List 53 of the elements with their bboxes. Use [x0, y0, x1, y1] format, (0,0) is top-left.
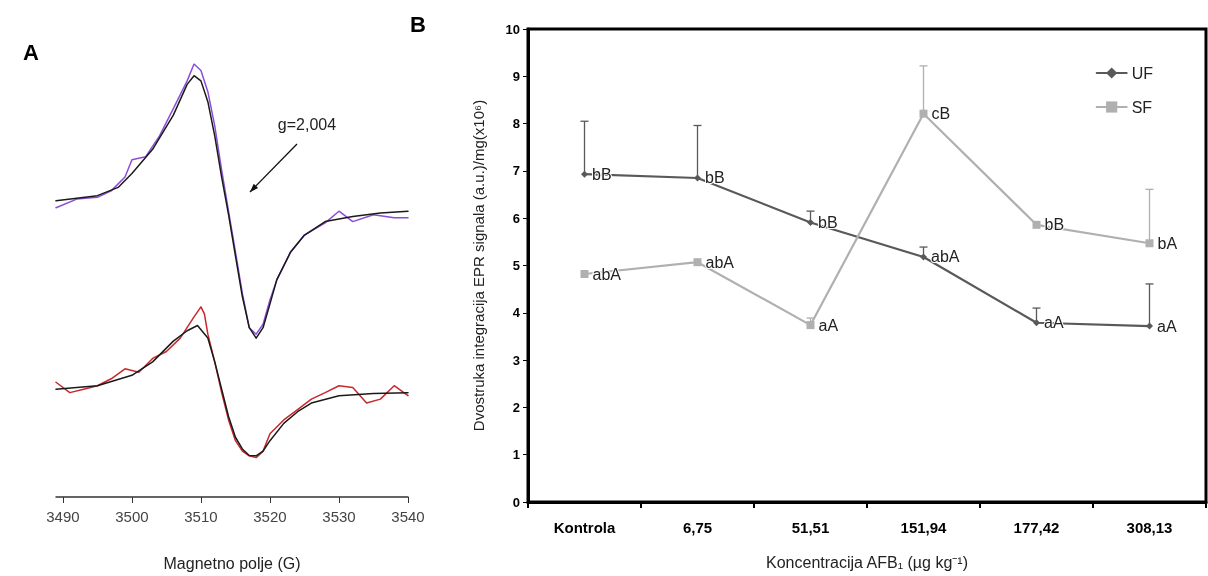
data-label: bB	[818, 213, 838, 231]
x-tick-label: 6,75	[682, 519, 713, 536]
annotation: g=2,004	[277, 115, 337, 133]
y-tick-label: 3	[512, 352, 520, 368]
y-tick-label: 2	[512, 399, 520, 415]
x-axis-title: Koncentracija AFB₁ (µg kg⁻¹)	[766, 553, 968, 571]
point	[694, 174, 701, 182]
legend-label: UF	[1131, 64, 1154, 82]
x-tick-label: 51,51	[791, 519, 830, 536]
point	[1146, 322, 1153, 330]
y-tick-label: 4	[512, 305, 521, 321]
x-tick-label: Kontrola	[553, 519, 616, 536]
point	[919, 109, 928, 118]
x-tick-label: 3510	[184, 508, 218, 525]
y-tick-label: 7	[512, 163, 520, 179]
point	[1032, 220, 1041, 229]
point	[1033, 319, 1040, 327]
data-label: aA	[818, 316, 839, 334]
point	[920, 253, 927, 261]
x-tick-label: 151,94	[900, 519, 948, 536]
y-tick-label: 10	[505, 21, 520, 37]
x-tick-label: 3530	[322, 508, 356, 525]
x-tick-label: 3500	[115, 508, 149, 525]
chart-title: B	[410, 11, 426, 37]
x-tick-label: 3540	[391, 508, 425, 525]
x-tick-label: 308,13	[1126, 519, 1173, 536]
x-tick-label: 177,42	[1013, 519, 1060, 536]
point	[806, 321, 815, 330]
y-tick-label: 9	[512, 68, 520, 84]
data-label: abA	[705, 253, 735, 271]
x-tick-label: 3490	[46, 508, 80, 525]
y-tick-label: 5	[512, 258, 520, 273]
data-label: abA	[592, 265, 622, 283]
y-axis-title: Dvostruka integracija EPR signala (a.u.)/mg(x10⁶)	[470, 99, 487, 432]
point	[580, 270, 589, 279]
legend-label: SF	[1131, 98, 1153, 116]
y-tick-label: 1	[512, 447, 520, 463]
data-label: cB	[931, 105, 951, 123]
data-label: bA	[1157, 234, 1178, 252]
y-tick-label: 0	[512, 494, 520, 510]
point	[807, 218, 814, 226]
data-label: bB	[1044, 216, 1065, 234]
point	[581, 170, 588, 178]
y-tick-label: 8	[512, 116, 520, 132]
data-label: abA	[931, 248, 960, 266]
point	[1145, 239, 1154, 248]
x-axis-title: Magnetno polje (G)	[163, 554, 301, 572]
chart-title: A	[23, 39, 39, 65]
x-tick-label: 3520	[253, 508, 287, 525]
data-label: bB	[705, 169, 725, 187]
y-tick-label: 6	[512, 210, 520, 226]
data-label: aA	[1157, 317, 1177, 335]
point	[693, 258, 702, 267]
